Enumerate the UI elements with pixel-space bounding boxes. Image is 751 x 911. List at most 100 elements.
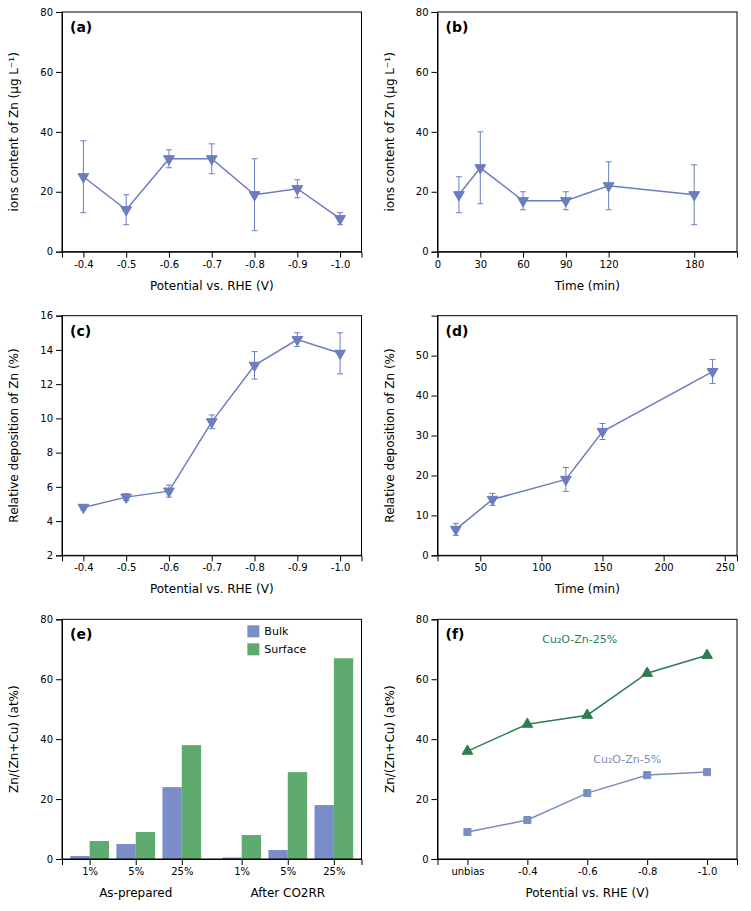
- legend-label: Surface: [264, 643, 306, 656]
- axis-line: [438, 556, 738, 562]
- tick: 60: [416, 674, 438, 685]
- tick-label: -0.9: [288, 259, 308, 270]
- tick-mark: [56, 555, 62, 556]
- series-label: Cu₂O-Zn-5%: [593, 753, 661, 766]
- tick: 0: [422, 246, 437, 257]
- tick: -0.9: [288, 555, 308, 573]
- tick: -0.6: [160, 252, 180, 270]
- tick: -0.6: [160, 555, 180, 573]
- tick-label: 80: [40, 7, 53, 18]
- tick: -0.4: [518, 859, 538, 877]
- plot-frame: [62, 619, 362, 859]
- axis-line: [63, 252, 363, 258]
- bar: [288, 772, 307, 859]
- tick-label: 4: [47, 516, 53, 527]
- x-axis-title: Time (min): [554, 582, 620, 596]
- tick-mark: [603, 555, 604, 561]
- bar: [136, 832, 155, 859]
- tick-label: -0.8: [638, 866, 658, 877]
- tick: 0: [47, 246, 62, 257]
- tick-label: 200: [655, 562, 674, 573]
- axis-line: [63, 556, 363, 562]
- tick-label: 150: [593, 562, 612, 573]
- tick-mark: [334, 859, 335, 865]
- plot-area: [462, 649, 712, 835]
- data-point: [164, 488, 175, 497]
- tick: 4: [47, 516, 62, 527]
- tick: 10: [40, 413, 62, 424]
- tick-label: 25%: [323, 866, 345, 877]
- tick-label: 10: [40, 413, 53, 424]
- tick-mark: [56, 679, 62, 680]
- tick-label: 12: [40, 379, 53, 390]
- bar: [242, 835, 261, 859]
- tick-label: 0: [422, 246, 428, 257]
- tick-mark: [340, 555, 341, 561]
- tick-label: -0.6: [160, 562, 180, 573]
- data-point: [335, 216, 346, 225]
- tick-label: -0.6: [160, 259, 180, 270]
- tick: 50: [416, 350, 438, 361]
- data-point: [597, 428, 608, 437]
- tick: 10: [416, 510, 438, 521]
- tick: 40: [40, 127, 62, 138]
- panel: -0.4-0.5-0.6-0.7-0.8-0.9-1.0246810121416…: [7, 310, 362, 596]
- y-axis: 020406080: [416, 7, 438, 258]
- data-point: [164, 156, 175, 165]
- tick-label: -1.0: [698, 866, 718, 877]
- tick-mark: [56, 316, 62, 317]
- x-axis-title: Potential vs. RHE (V): [525, 886, 649, 900]
- plot-area: [78, 333, 345, 514]
- y-axis-title: ions content of Zn (μg L⁻¹): [7, 52, 21, 211]
- tick-mark: [56, 132, 62, 133]
- tick-mark: [432, 192, 438, 193]
- tick-label: 8: [47, 447, 53, 458]
- tick-mark: [297, 252, 298, 258]
- tick-mark: [288, 859, 289, 865]
- data-point: [487, 496, 498, 505]
- tick-label: 10: [416, 510, 429, 521]
- tick-label: 20: [40, 794, 53, 805]
- tick-label: 40: [40, 734, 53, 745]
- bar: [90, 841, 109, 859]
- tick: 25%: [171, 859, 193, 877]
- tick: 0: [422, 854, 437, 865]
- tick-mark: [432, 555, 438, 556]
- data-point: [292, 186, 303, 195]
- tick-label: 14: [40, 345, 53, 356]
- y-axis: 246810121416: [40, 310, 62, 561]
- plot-area: [70, 658, 353, 859]
- plot-frame: [438, 12, 738, 252]
- tick: -1.0: [698, 859, 718, 877]
- tick-mark: [56, 384, 62, 385]
- bar: [268, 850, 287, 859]
- legend-label: Bulk: [264, 625, 289, 638]
- tick-mark: [523, 252, 524, 258]
- data-point: [206, 419, 217, 428]
- tick-mark: [212, 555, 213, 561]
- tick-mark: [182, 859, 183, 865]
- tick-mark: [432, 12, 438, 13]
- panel-label: (f): [446, 626, 465, 642]
- y-axis: 020406080: [416, 614, 438, 865]
- tick: 0: [47, 854, 62, 865]
- tick-mark: [169, 555, 170, 561]
- tick: 200: [655, 555, 674, 573]
- tick: 8: [47, 447, 62, 458]
- tick: 80: [40, 614, 62, 625]
- tick-label: 80: [40, 614, 53, 625]
- tick: -0.5: [117, 555, 137, 573]
- tick: 40: [416, 390, 438, 401]
- tick-mark: [480, 252, 481, 258]
- tick-label: -0.8: [245, 259, 265, 270]
- y-axis: 01020304050: [416, 316, 438, 561]
- tick-label: -0.8: [245, 562, 265, 573]
- tick-label: -1.0: [331, 259, 351, 270]
- bar: [162, 787, 181, 859]
- tick: -0.8: [245, 555, 265, 573]
- tick-mark: [432, 132, 438, 133]
- tick: -1.0: [331, 252, 351, 270]
- tick-mark: [56, 418, 62, 419]
- tick: 25%: [323, 859, 345, 877]
- legend-swatch: [247, 643, 259, 655]
